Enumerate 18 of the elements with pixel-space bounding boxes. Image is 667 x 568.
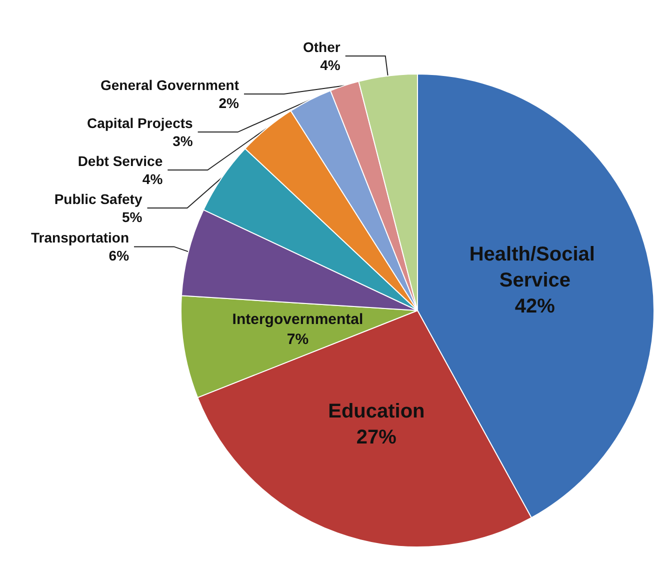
data-label: 27% xyxy=(356,426,397,449)
slice-label: Public Safety xyxy=(54,191,142,208)
slice-label: Debt Service xyxy=(78,153,163,170)
data-label: 7% xyxy=(286,330,309,348)
slice-label: Education xyxy=(328,400,425,423)
data-label: 2% xyxy=(218,95,240,112)
slice-label: Health/Social Service xyxy=(469,243,601,292)
slice-label: Other xyxy=(303,39,341,56)
data-label: 5% xyxy=(122,209,143,226)
data-label: 4% xyxy=(142,171,164,188)
data-label: 42% xyxy=(514,295,556,318)
slice-label: Intergovernmental xyxy=(232,310,364,328)
slice-label: Capital Projects xyxy=(86,115,194,132)
slice-label: Transportation xyxy=(31,230,130,246)
data-label: 6% xyxy=(108,248,130,264)
data-label: 3% xyxy=(172,133,194,150)
data-label: 4% xyxy=(320,57,341,74)
slice-label: General Government xyxy=(100,77,240,94)
